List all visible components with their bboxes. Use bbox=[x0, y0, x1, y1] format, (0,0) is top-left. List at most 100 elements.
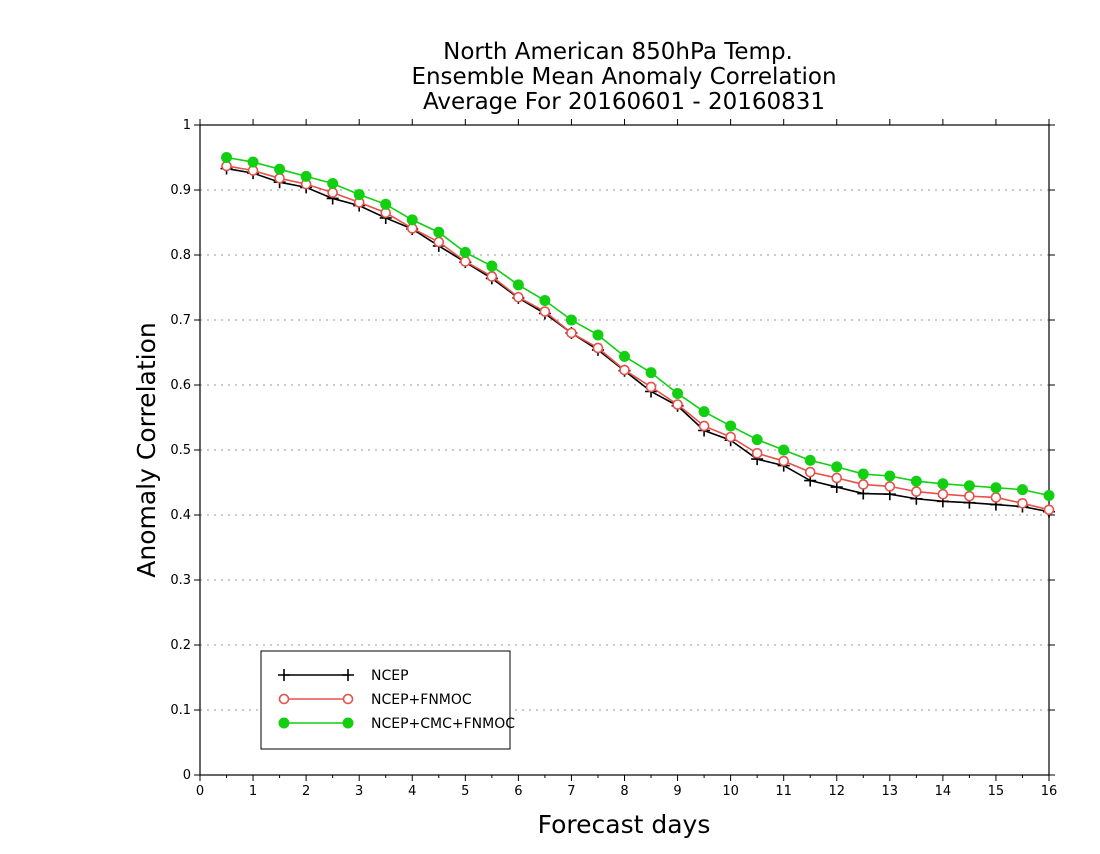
x-axis-title: Forecast days bbox=[538, 810, 711, 839]
y-tick-label: 0.2 bbox=[170, 638, 191, 653]
x-tick-label: 14 bbox=[935, 784, 952, 799]
data-point-ncep-fnmoc bbox=[937, 488, 949, 500]
series-ncep-fnmoc bbox=[221, 160, 1055, 516]
x-tick-label: 0 bbox=[196, 784, 204, 799]
data-point-ncep-cmc-fnmoc bbox=[592, 329, 604, 341]
legend-items: NCEP NCEP+FNMOC NCEP+CMC+FNMOC bbox=[278, 668, 515, 732]
data-point-ncep-cmc-fnmoc bbox=[486, 260, 498, 272]
series-ncep bbox=[220, 162, 1055, 518]
data-point-ncep-cmc-fnmoc bbox=[698, 406, 710, 418]
data-point-ncep-fnmoc bbox=[672, 399, 683, 410]
series-line-ncep-fnmoc bbox=[226, 165, 1050, 511]
data-point-ncep-cmc-fnmoc bbox=[963, 480, 975, 492]
data-point-ncep-fnmoc bbox=[911, 486, 922, 497]
x-tick-label: 3 bbox=[355, 784, 363, 799]
x-tick-label: 9 bbox=[673, 784, 681, 799]
x-tick-label: 10 bbox=[722, 784, 739, 799]
legend-marker bbox=[278, 669, 290, 681]
series-line-ncep-cmc-fnmoc bbox=[226, 156, 1050, 497]
data-point-ncep-fnmoc bbox=[698, 420, 710, 432]
data-point-ncep-cmc-fnmoc bbox=[221, 152, 233, 163]
data-point-ncep-fnmoc bbox=[778, 455, 789, 467]
y-tick-label: 0.1 bbox=[170, 703, 191, 718]
data-point-ncep-cmc-fnmoc bbox=[725, 420, 737, 432]
x-tick-label: 7 bbox=[567, 784, 575, 799]
data-point-ncep-fnmoc bbox=[274, 173, 285, 184]
data-point-ncep-cmc-fnmoc bbox=[300, 170, 312, 182]
axis-ticks: 00.10.20.30.40.50.60.70.80.910 1 2 3 4 5 6 7 8 9 1… bbox=[170, 118, 1057, 799]
legend-marker bbox=[278, 717, 290, 729]
x-tick-label: 4 bbox=[408, 784, 416, 799]
x-tick-label: 8 bbox=[620, 784, 628, 799]
data-point-ncep-cmc-fnmoc bbox=[672, 387, 684, 399]
data-point-ncep-cmc-fnmoc bbox=[884, 470, 896, 482]
data-point-ncep-cmc-fnmoc bbox=[380, 198, 392, 210]
series-layer bbox=[220, 152, 1055, 518]
legend-item-ncep: NCEP bbox=[278, 668, 409, 684]
y-tick-label: 0 bbox=[183, 768, 191, 783]
y-tick-label: 0.3 bbox=[170, 573, 191, 588]
legend-item-ncep-cmc-fnmoc: NCEP+CMC+FNMOC bbox=[278, 716, 515, 732]
legend-label-ncep: NCEP bbox=[371, 668, 409, 684]
data-point-ncep-cmc-fnmoc bbox=[274, 163, 286, 175]
data-point-ncep-cmc-fnmoc bbox=[619, 350, 630, 362]
data-point-ncep-fnmoc bbox=[964, 490, 975, 502]
legend-item-ncep-fnmoc: NCEP+FNMOC bbox=[278, 692, 472, 708]
data-point-ncep-fnmoc bbox=[1017, 497, 1028, 509]
data-point-ncep-fnmoc bbox=[831, 472, 843, 484]
data-point-ncep-cmc-fnmoc bbox=[910, 475, 922, 487]
gridlines bbox=[200, 189, 1049, 711]
legend-marker bbox=[342, 717, 354, 729]
y-tick-label: 0.4 bbox=[170, 508, 191, 523]
data-point-ncep-fnmoc bbox=[857, 479, 869, 490]
data-point-ncep-cmc-fnmoc bbox=[247, 156, 259, 168]
data-point-ncep-cmc-fnmoc bbox=[804, 454, 816, 466]
chart-title-line-3: Average For 20160601 - 20160831 bbox=[423, 89, 825, 115]
legend-label-ncep-cmc-fnmoc: NCEP+CMC+FNMOC bbox=[371, 716, 515, 732]
data-point-ncep-cmc-fnmoc bbox=[937, 478, 949, 490]
data-point-ncep-fnmoc bbox=[884, 481, 896, 492]
data-point-ncep-cmc-fnmoc bbox=[539, 295, 551, 306]
legend-marker bbox=[342, 693, 354, 705]
data-point-ncep-cmc-fnmoc bbox=[1043, 490, 1055, 501]
y-axis-title: Anomaly Correlation bbox=[132, 322, 161, 577]
data-point-ncep-fnmoc bbox=[539, 306, 551, 317]
y-tick-label: 0.5 bbox=[170, 443, 191, 458]
data-point-ncep-cmc-fnmoc bbox=[433, 226, 445, 238]
data-point-ncep-fnmoc bbox=[513, 291, 524, 303]
data-point-ncep-cmc-fnmoc bbox=[751, 434, 763, 446]
data-point-ncep-fnmoc bbox=[725, 431, 736, 443]
data-point-ncep-fnmoc bbox=[990, 492, 1002, 503]
data-point-ncep-cmc-fnmoc bbox=[831, 461, 843, 473]
y-tick-label: 1 bbox=[183, 118, 191, 133]
x-tick-label: 13 bbox=[882, 784, 899, 799]
y-tick-label: 0.6 bbox=[170, 378, 191, 393]
x-tick-label: 12 bbox=[828, 784, 845, 799]
data-point-ncep-fnmoc bbox=[486, 271, 498, 282]
data-point-ncep-cmc-fnmoc bbox=[327, 178, 339, 189]
data-point-ncep-cmc-fnmoc bbox=[1016, 484, 1028, 496]
legend-label-ncep-fnmoc: NCEP+FNMOC bbox=[371, 692, 472, 708]
series-line-ncep bbox=[226, 167, 1050, 513]
legend: NCEP NCEP+FNMOC NCEP+CMC+FNMOC bbox=[260, 650, 515, 750]
legend-marker bbox=[342, 669, 354, 681]
data-point-ncep-fnmoc bbox=[751, 447, 763, 459]
chart-title-line-2: Ensemble Mean Anomaly Correlation bbox=[411, 64, 836, 90]
data-point-ncep-fnmoc bbox=[1043, 504, 1055, 516]
data-point-ncep-cmc-fnmoc bbox=[778, 444, 790, 456]
x-tick-label: 11 bbox=[775, 784, 792, 799]
chart-title-line-1: North American 850hPa Temp. bbox=[443, 39, 793, 65]
data-point-ncep-cmc-fnmoc bbox=[565, 314, 577, 326]
data-point-ncep-fnmoc bbox=[433, 236, 445, 248]
legend-marker bbox=[278, 693, 290, 705]
x-tick-label: 1 bbox=[249, 784, 257, 799]
x-tick-label: 2 bbox=[302, 784, 310, 799]
data-point-ncep-cmc-fnmoc bbox=[857, 468, 869, 480]
legend-box bbox=[260, 650, 511, 750]
y-tick-label: 0.9 bbox=[170, 183, 191, 198]
x-tick-label: 16 bbox=[1041, 784, 1058, 799]
x-tick-label: 5 bbox=[461, 784, 469, 799]
series-ncep-cmc-fnmoc bbox=[221, 152, 1055, 501]
